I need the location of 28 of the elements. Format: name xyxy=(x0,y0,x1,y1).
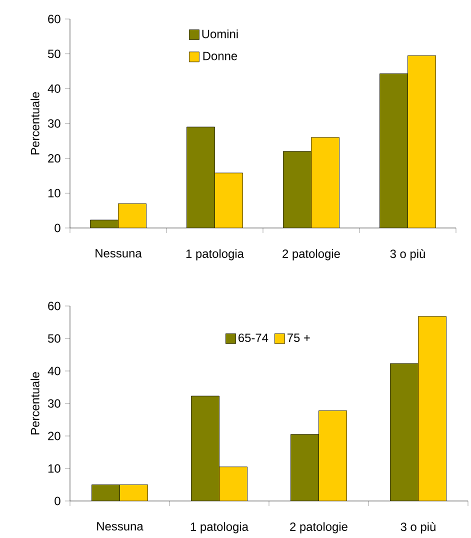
x-tick-label: 1 patologia xyxy=(186,249,244,260)
y-tick-label: 20 xyxy=(48,154,60,163)
y-tick-label: 40 xyxy=(48,84,60,93)
y-axis-title: Percentuale xyxy=(30,372,40,434)
y-tick-label: 20 xyxy=(48,432,60,440)
legend-label: 75 + xyxy=(287,334,310,342)
x-tick-label: 1 patologia xyxy=(190,522,248,534)
y-tick-label: 40 xyxy=(48,366,60,376)
x-tick-label: Nessuna xyxy=(97,522,144,531)
y-tick-label: 60 xyxy=(48,14,60,24)
x-tick-label: 3 o più xyxy=(400,522,436,534)
y-tick-label: 10 xyxy=(48,464,60,473)
x-tick-label: 3 o più xyxy=(390,249,425,260)
y-tick-label: 50 xyxy=(48,334,60,343)
x-tick-label: 2 patologie xyxy=(290,522,348,534)
legend-label: Uomini xyxy=(202,29,238,38)
x-tick-label: 2 patologie xyxy=(282,249,340,260)
y-tick-label: 30 xyxy=(48,119,60,128)
legend-label: 65-74 xyxy=(238,334,268,342)
legend-label: Donne xyxy=(203,52,238,60)
y-tick-label: 0 xyxy=(54,496,60,506)
y-tick-label: 60 xyxy=(48,302,60,310)
y-tick-label: 30 xyxy=(48,399,60,408)
x-tick-label: Nessuna xyxy=(96,249,142,258)
y-tick-label: 0 xyxy=(54,224,60,232)
y-tick-label: 10 xyxy=(48,188,60,198)
y-axis-title: Percentuale xyxy=(30,92,40,154)
y-tick-label: 50 xyxy=(48,50,60,58)
